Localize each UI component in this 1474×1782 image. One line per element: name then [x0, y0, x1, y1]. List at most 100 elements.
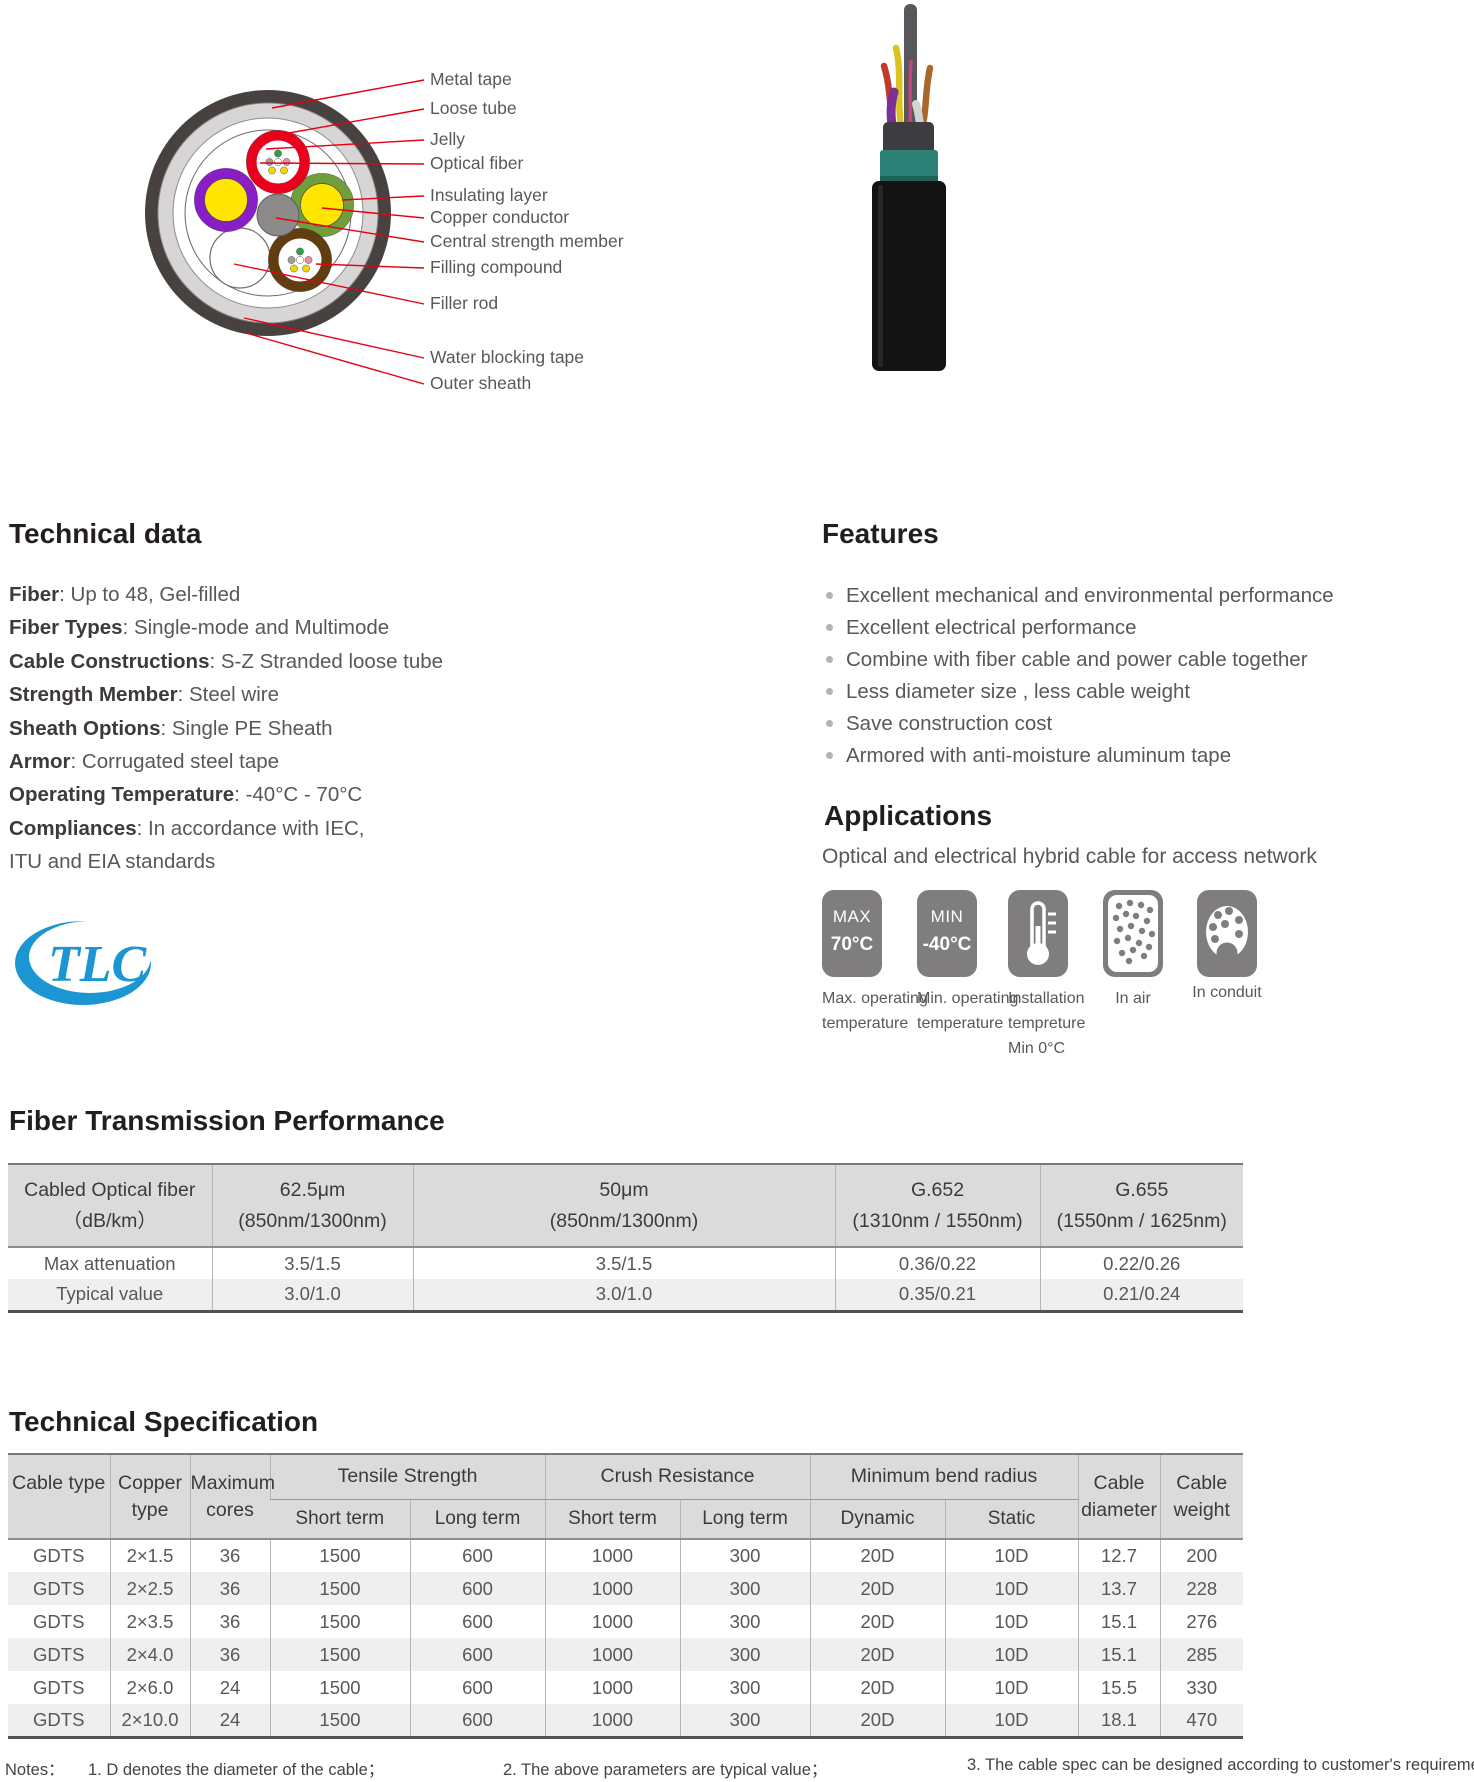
column-header-group: Minimum bend radius: [809, 1454, 1079, 1500]
table-cell: 300: [679, 1572, 810, 1605]
diagram-label: Metal tape: [430, 69, 512, 89]
table-row: GDTS 2×10.0 24 1500 600 1000 300 20D 10D 18.1 470: [8, 1704, 1244, 1737]
table-cell: 1500: [269, 1605, 410, 1638]
table-cell: 0.35/0.21: [834, 1279, 1040, 1311]
technical-data-title: Technical data: [9, 518, 202, 549]
technical-data-item: Sheath Options: Single PE Sheath: [9, 712, 443, 745]
table-cell: 300: [679, 1671, 810, 1704]
technical-data-item: Fiber Types: Single-mode and Multimode: [9, 611, 443, 644]
table-cell: 300: [679, 1638, 810, 1671]
table-row: Typical value 3.0/1.0 3.0/1.0 0.35/0.21 …: [8, 1279, 1243, 1311]
table-cell: 20D: [809, 1638, 945, 1671]
min-temperature-badge: MIN -40°C: [917, 890, 977, 977]
feature-text: Excellent electrical performance: [846, 616, 1137, 639]
table-cell: 470: [1159, 1704, 1244, 1737]
item-value: : Up to 48, Gel-filled: [59, 583, 241, 606]
technical-data-item: Strength Member: Steel wire: [9, 678, 443, 711]
company-logo: TLC: [15, 921, 151, 1005]
table-cell: 1000: [544, 1605, 680, 1638]
table-cell: 15.1: [1077, 1638, 1161, 1671]
in-conduit-icon: [1197, 890, 1257, 977]
table-cell: 3.5/1.5: [211, 1247, 413, 1279]
bullet-icon: [826, 592, 833, 599]
table-cell: 10D: [944, 1671, 1079, 1704]
feature-item: Less diameter size , less cable weight: [826, 676, 1334, 708]
column-subheader: Long term: [409, 1499, 545, 1539]
table-cell: 2×3.5: [109, 1605, 190, 1638]
feature-text: Save construction cost: [846, 712, 1053, 735]
icon-caption: In air: [1115, 990, 1151, 1007]
table-cell: 2×1.5: [109, 1539, 190, 1572]
in-air-icon: [1103, 890, 1163, 977]
table-cell: GDTS: [8, 1638, 110, 1671]
table-cell: 1500: [269, 1539, 410, 1572]
table-cell: 0.36/0.22: [834, 1247, 1040, 1279]
table-cell: 1000: [544, 1638, 680, 1671]
column-header: Cable weight: [1159, 1454, 1244, 1539]
icon-caption: Min. operating temperature: [917, 990, 1019, 1032]
table-row: GDTS 2×6.0 24 1500 600 1000 300 20D 10D 15.5 330: [8, 1671, 1244, 1704]
column-subheader: Static: [944, 1499, 1079, 1539]
table-cell: 0.21/0.24: [1039, 1279, 1243, 1311]
fiber-performance-table: Cabled Optical fiber （dB/km） 62.5μm (850nm…: [8, 1163, 1243, 1313]
feature-text: Combine with fiber cable and power cable…: [846, 648, 1308, 671]
row-label: Max attenuation: [43, 1252, 176, 1274]
table-cell: 600: [409, 1539, 545, 1572]
item-value: : Steel wire: [177, 683, 279, 707]
technical-data-item: Cable Constructions: S-Z Stranded loose …: [9, 645, 443, 678]
item-value: : Single-mode and Multimode: [122, 616, 390, 640]
table-cell: 600: [409, 1638, 545, 1671]
table-cell: 1500: [269, 1638, 410, 1671]
table-cell: 20D: [809, 1605, 945, 1638]
technical-data-item: Armor: Corrugated steel tape: [9, 745, 443, 778]
table-cell: 276: [1159, 1605, 1244, 1638]
diagram-label: Jelly: [430, 129, 466, 149]
icon-caption: In conduit: [1192, 984, 1262, 1001]
table-cell: 20D: [809, 1704, 945, 1737]
column-subheader: Dynamic: [809, 1499, 945, 1539]
applications-title: Applications: [824, 800, 993, 831]
column-subheader: Short term: [544, 1499, 680, 1539]
column-header: 50μm (850nm/1300nm): [412, 1164, 835, 1247]
item-label: Operating Temperature: [9, 783, 235, 807]
icon-caption: Max. operating temperature: [822, 990, 928, 1032]
fiber-performance-title: Fiber Transmission Performance: [9, 1105, 445, 1136]
feature-text: Less diameter size , less cable weight: [846, 680, 1191, 703]
table-cell: 600: [409, 1704, 545, 1737]
diagram-label: Central strength member: [430, 231, 624, 251]
diagram-label: Loose tube: [430, 98, 517, 118]
installation-temperature-icon: [1008, 890, 1068, 977]
table-cell: 1000: [544, 1671, 680, 1704]
table-cell: 15.5: [1077, 1671, 1161, 1704]
bullet-icon: [826, 688, 833, 695]
table-cell: 13.7: [1077, 1572, 1161, 1605]
table-cell: 24: [189, 1671, 270, 1704]
item-label: Fiber Types: [9, 616, 123, 640]
item-value: : Corrugated steel tape: [70, 750, 280, 774]
cable-cross-section-diagram: [145, 79, 425, 385]
table-cell: 18.1: [1077, 1704, 1161, 1737]
leader-lines: [233, 79, 425, 385]
table-cell: 20D: [809, 1671, 945, 1704]
cable-photo: [872, 4, 946, 371]
column-header: Maximum cores: [189, 1454, 275, 1539]
features-title: Features: [822, 518, 939, 549]
item-label: Compliances: [9, 816, 137, 840]
table-cell: 1000: [544, 1539, 680, 1572]
features-list: Excellent mechanical and environmental p…: [826, 580, 1334, 772]
table-cell: 20D: [809, 1539, 945, 1572]
feature-item: Excellent mechanical and environmental p…: [826, 580, 1334, 612]
bullet-icon: [826, 624, 833, 631]
table-row: GDTS 2×4.0 36 1500 600 1000 300 20D 10D 15.1 285: [8, 1638, 1244, 1671]
table-cell: 300: [679, 1539, 810, 1572]
note-item: 1. D denotes the diameter of the cable；: [88, 1761, 385, 1779]
table-cell: 285: [1159, 1638, 1244, 1671]
diagram-label: Outer sheath: [430, 373, 532, 393]
table-cell: 600: [409, 1605, 545, 1638]
note-item: 2. The above parameters are typical valu…: [503, 1761, 828, 1779]
table-cell: 10D: [944, 1638, 1079, 1671]
item-value: : S-Z Stranded loose tube: [209, 649, 444, 673]
table-row: GDTS 2×1.5 36 1500 600 1000 300 20D 10D 12.7 200: [8, 1539, 1244, 1572]
applications-subtitle: Optical and electrical hybrid cable for …: [822, 845, 1317, 868]
item-value: : Single PE Sheath: [160, 716, 333, 740]
